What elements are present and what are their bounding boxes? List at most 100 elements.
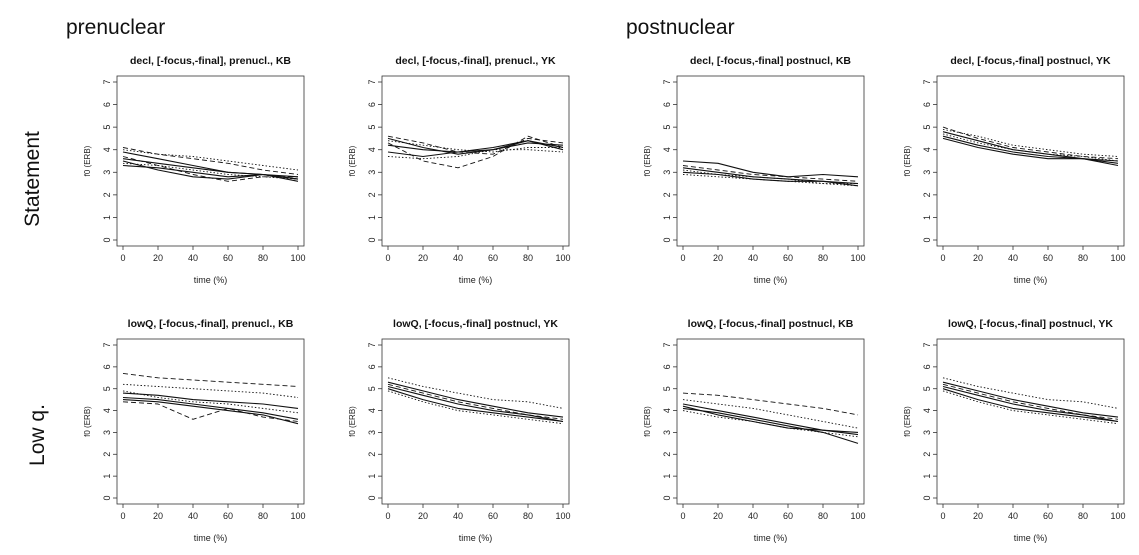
y-axis-label: f0 (ERB) <box>903 145 912 176</box>
series-line-4 <box>387 388 564 423</box>
y-tick-label: 2 <box>662 452 672 457</box>
series-line-3 <box>122 392 299 409</box>
series-line-1 <box>122 372 299 387</box>
y-tick-label: 0 <box>367 237 377 242</box>
series-line-1 <box>682 392 859 416</box>
plot-frame <box>116 75 305 247</box>
y-axis-label: f0 (ERB) <box>83 145 92 176</box>
x-tick-label: 80 <box>818 511 828 521</box>
series-line-6 <box>942 128 1119 157</box>
series-line-5 <box>942 133 1119 162</box>
series-line-5 <box>387 383 564 420</box>
x-tick-label: 0 <box>680 511 685 521</box>
plot-frame <box>381 75 570 247</box>
series-line-2 <box>942 381 1119 418</box>
x-tick-label: 80 <box>258 253 268 263</box>
y-tick-label: 0 <box>662 495 672 500</box>
row-label-statement: Statement <box>21 131 44 227</box>
y-tick-label: 3 <box>102 170 112 175</box>
panel-title: lowQ, [-focus,-final] postnucl, YK <box>948 318 1113 330</box>
y-tick-label: 5 <box>662 386 672 391</box>
x-tick-label: 20 <box>713 511 723 521</box>
x-axis-label: time (%) <box>194 275 228 285</box>
x-tick-label: 40 <box>188 511 198 521</box>
x-tick-label: 40 <box>453 511 463 521</box>
series-line-2 <box>387 381 564 418</box>
series-line-8 <box>122 162 299 180</box>
series-line-7 <box>122 149 299 171</box>
x-tick-label: 80 <box>258 511 268 521</box>
x-tick-label: 0 <box>940 511 945 521</box>
x-tick-label: 20 <box>713 253 723 263</box>
y-tick-label: 1 <box>102 215 112 220</box>
y-tick-label: 5 <box>922 125 932 130</box>
x-tick-label: 100 <box>1110 253 1125 263</box>
y-tick-label: 7 <box>367 79 377 84</box>
x-tick-label: 80 <box>818 253 828 263</box>
y-tick-label: 5 <box>367 125 377 130</box>
y-tick-label: 3 <box>922 170 932 175</box>
panel-title: lowQ, [-focus,-final] postnucl, KB <box>688 318 854 330</box>
y-axis-label: f0 (ERB) <box>643 145 652 176</box>
panel-7: lowQ, [-focus,-final] postnucl, KB 0 1 2 3 4 5… <box>643 318 866 543</box>
series-line-7 <box>387 149 564 160</box>
x-tick-label: 0 <box>120 511 125 521</box>
x-tick-label: 20 <box>973 253 983 263</box>
x-axis-label: time (%) <box>1014 275 1048 285</box>
y-tick-label: 2 <box>367 452 377 457</box>
y-tick-label: 6 <box>367 102 377 107</box>
x-tick-label: 60 <box>783 511 793 521</box>
plot-frame <box>116 338 305 505</box>
panel-title: lowQ, [-focus,-final] postnucl, YK <box>393 318 558 330</box>
y-axis-label: f0 (ERB) <box>643 406 652 437</box>
y-tick-label: 3 <box>662 170 672 175</box>
series-line-3 <box>682 403 859 436</box>
y-tick-label: 6 <box>922 364 932 369</box>
y-tick-label: 1 <box>662 215 672 220</box>
panel-3: decl, [-focus,-final] postnucl, KB 0 1 2 3 4 5… <box>643 55 866 285</box>
x-tick-label: 80 <box>1078 253 1088 263</box>
y-axis-label: f0 (ERB) <box>903 406 912 437</box>
y-tick-label: 7 <box>367 342 377 347</box>
y-tick-label: 2 <box>922 452 932 457</box>
x-tick-label: 60 <box>223 253 233 263</box>
series-line-6 <box>682 174 859 187</box>
y-tick-label: 5 <box>102 125 112 130</box>
y-tick-label: 4 <box>102 408 112 413</box>
series-line-1 <box>122 151 299 178</box>
series-line-1 <box>942 377 1119 409</box>
x-tick-label: 100 <box>555 253 570 263</box>
series-line-1 <box>682 160 859 178</box>
x-tick-label: 60 <box>1043 253 1053 263</box>
y-tick-label: 0 <box>922 237 932 242</box>
x-tick-label: 100 <box>1110 511 1125 521</box>
x-tick-label: 40 <box>188 253 198 263</box>
series-line-3 <box>942 137 1119 167</box>
panel-1: decl, [-focus,-final], prenucl., KB 0 1 2 3 4… <box>83 55 306 285</box>
series-line-3 <box>387 385 564 423</box>
y-tick-label: 5 <box>102 386 112 391</box>
y-tick-label: 7 <box>922 342 932 347</box>
y-tick-label: 4 <box>662 408 672 413</box>
series-line-6 <box>122 401 299 422</box>
x-tick-label: 0 <box>385 511 390 521</box>
y-tick-label: 6 <box>922 102 932 107</box>
series-line-2 <box>122 383 299 398</box>
x-axis-label: time (%) <box>754 275 788 285</box>
x-tick-label: 100 <box>290 511 305 521</box>
series-line-5 <box>682 405 859 433</box>
series-line-3 <box>942 385 1119 423</box>
panel-4: decl, [-focus,-final] postnucl, YK 0 1 2 3 4 5… <box>903 55 1126 285</box>
y-tick-label: 5 <box>922 386 932 391</box>
y-tick-label: 2 <box>922 192 932 197</box>
y-tick-label: 4 <box>367 147 377 152</box>
y-tick-label: 7 <box>922 79 932 84</box>
y-tick-label: 1 <box>367 474 377 479</box>
y-tick-label: 3 <box>367 430 377 435</box>
y-tick-label: 3 <box>922 430 932 435</box>
x-axis-label: time (%) <box>459 533 493 543</box>
x-axis-label: time (%) <box>1014 533 1048 543</box>
series-line-6 <box>387 140 563 153</box>
y-axis-label: f0 (ERB) <box>348 145 357 176</box>
panel-8: lowQ, [-focus,-final] postnucl, YK 0 1 2 3 4 5… <box>903 318 1126 543</box>
